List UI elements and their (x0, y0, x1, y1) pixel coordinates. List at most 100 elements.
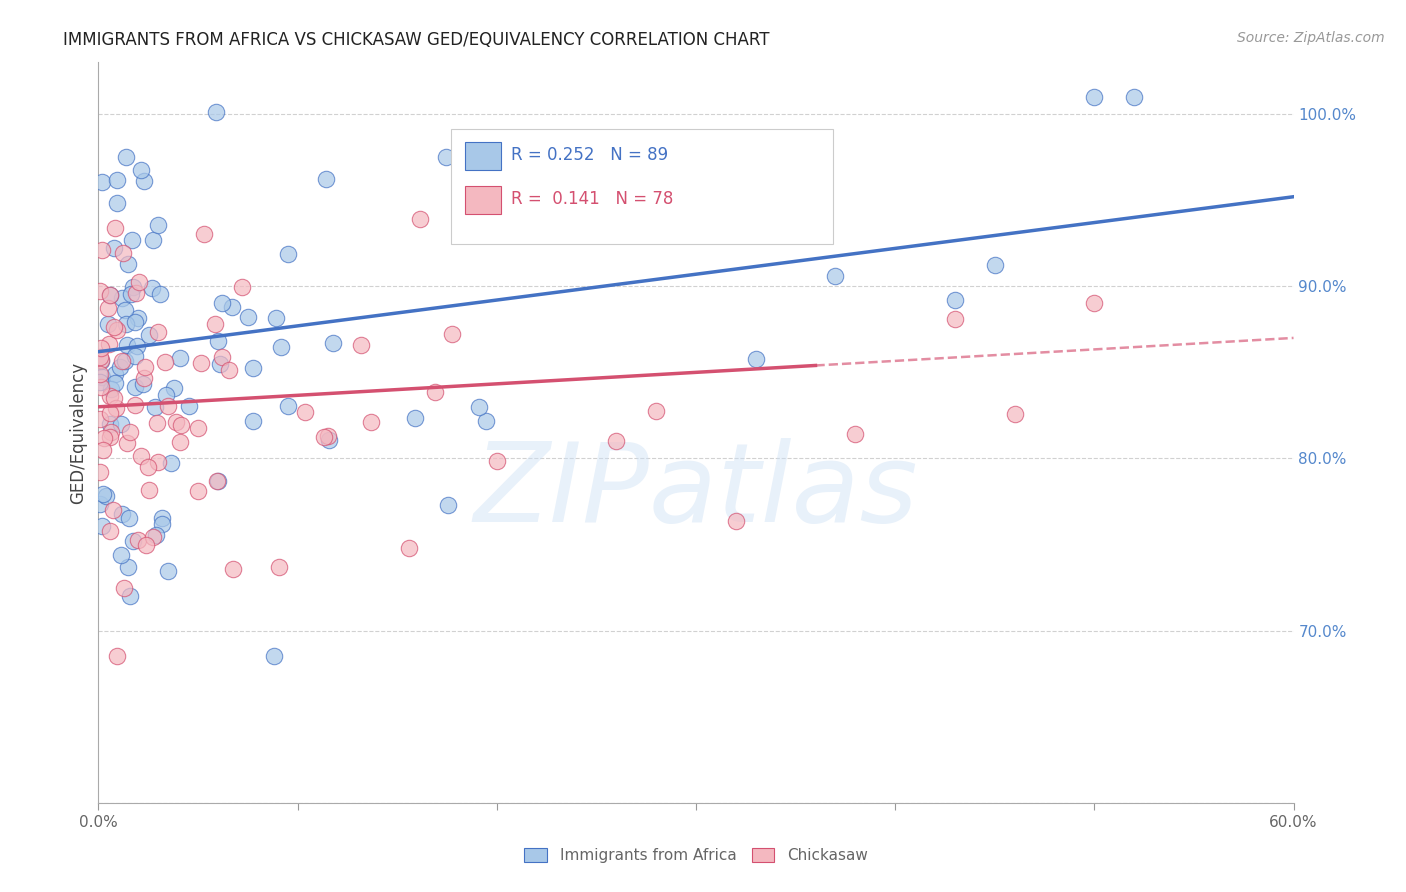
Point (118, 511, 141, 525)
Point (90, 370, 112, 384)
Point (101, 503, 124, 517)
Point (134, 174, 156, 188)
Point (105, 172, 128, 186)
Point (125, 339, 148, 353)
Point (231, 280, 253, 294)
Point (114, 150, 136, 164)
Point (165, 416, 187, 430)
Point (645, 404, 668, 418)
Point (218, 362, 240, 376)
Point (115, 318, 138, 332)
Point (89, 284, 111, 298)
Point (103, 320, 125, 334)
Point (98, 417, 121, 432)
Point (437, 499, 460, 513)
Point (685, 226, 707, 240)
Point (129, 449, 152, 463)
Point (111, 245, 134, 260)
Point (269, 560, 291, 574)
Point (120, 425, 142, 440)
Point (169, 434, 191, 449)
Point (404, 410, 426, 425)
Point (120, 287, 142, 301)
Point (104, 221, 127, 235)
Point (100, 425, 122, 440)
Point (117, 257, 139, 271)
Point (105, 323, 128, 337)
Point (103, 376, 125, 390)
Point (89, 376, 111, 390)
Point (270, 340, 292, 354)
Point (136, 460, 159, 475)
Point (177, 399, 200, 413)
Point (115, 435, 138, 450)
Point (138, 483, 160, 498)
Point (350, 338, 373, 352)
Bar (465, 186, 501, 214)
Point (314, 430, 336, 444)
Point (98, 388, 121, 402)
Point (115, 337, 138, 351)
Point (294, 405, 316, 419)
Point (103, 241, 125, 255)
Point (89, 367, 111, 381)
Point (236, 310, 259, 324)
Point (1083, 90, 1105, 104)
Point (193, 227, 215, 242)
Point (187, 420, 209, 434)
Point (745, 351, 768, 366)
Point (149, 286, 172, 301)
Text: IMMIGRANTS FROM AFRICA VS CHICKASAW GED/EQUIVALENCY CORRELATION CHART: IMMIGRANTS FROM AFRICA VS CHICKASAW GED/… (63, 31, 769, 49)
Point (98, 337, 121, 351)
Point (90, 243, 112, 257)
Point (423, 385, 446, 400)
Point (441, 326, 464, 341)
Point (128, 275, 150, 289)
Point (98, 524, 121, 538)
Point (138, 328, 160, 343)
Point (122, 280, 145, 294)
Point (124, 398, 146, 412)
Point (408, 211, 430, 226)
Point (152, 511, 174, 525)
Point (93, 431, 115, 445)
Point (91, 519, 114, 533)
Point (242, 413, 264, 427)
Point (98, 287, 121, 301)
Point (89, 465, 111, 479)
Point (277, 399, 299, 413)
Point (117, 560, 139, 574)
Point (222, 562, 245, 576)
Point (127, 311, 149, 326)
Text: R =  0.141   N = 78: R = 0.141 N = 78 (510, 190, 673, 209)
Point (221, 300, 243, 314)
Point (110, 548, 132, 562)
Legend: Immigrants from Africa, Chickasaw: Immigrants from Africa, Chickasaw (519, 842, 873, 869)
Point (150, 516, 173, 531)
Point (118, 589, 141, 603)
Text: Source: ZipAtlas.com: Source: ZipAtlas.com (1237, 31, 1385, 45)
Point (111, 354, 134, 368)
Point (141, 281, 163, 295)
Point (91, 443, 114, 458)
Point (90, 354, 112, 368)
Point (146, 218, 169, 232)
Point (98, 406, 121, 420)
Point (468, 400, 491, 414)
Y-axis label: GED/Equivalency: GED/Equivalency (69, 361, 87, 504)
Point (114, 303, 136, 318)
Point (107, 649, 129, 664)
Point (105, 401, 128, 415)
Point (108, 359, 131, 374)
Point (110, 507, 132, 521)
Point (434, 150, 457, 164)
Point (211, 350, 233, 364)
Point (124, 315, 146, 329)
Point (322, 335, 344, 350)
Point (105, 196, 128, 211)
FancyBboxPatch shape (451, 129, 834, 244)
Point (142, 233, 165, 247)
Point (90, 353, 112, 368)
Point (187, 483, 209, 498)
Point (474, 414, 496, 428)
